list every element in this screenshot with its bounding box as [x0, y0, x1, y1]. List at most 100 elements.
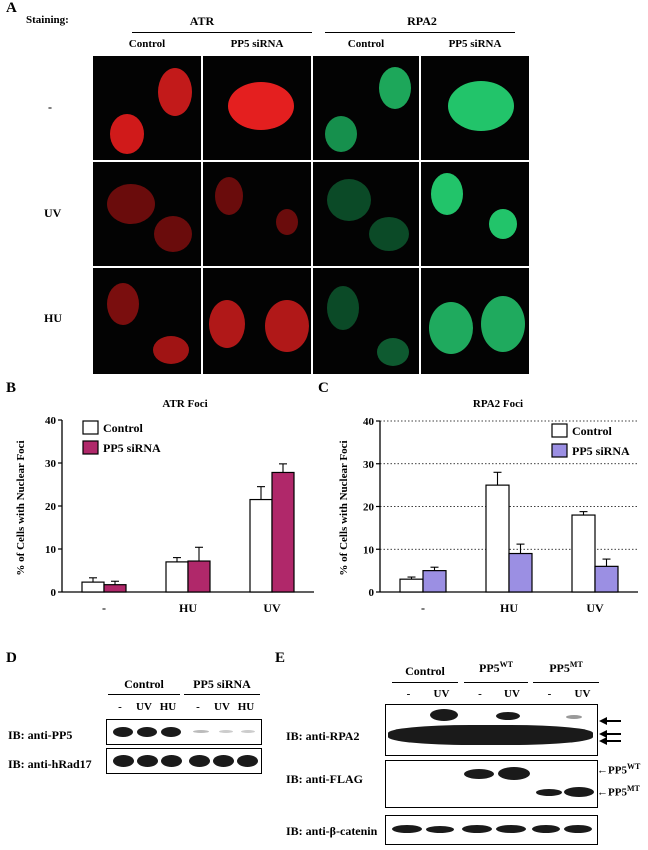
chart-c-ytick: 40 [363, 416, 375, 428]
e-group-control: Control [405, 664, 445, 678]
d-lane-label: - [196, 701, 200, 713]
bar-pp5-sirna [103, 584, 127, 593]
chart-c-ylabel: % of Cells with Nuclear Foci [338, 440, 350, 575]
chart-b-ylabel: % of Cells with Nuclear Foci [15, 440, 27, 575]
e-group-line-pp5mt [533, 682, 599, 683]
e-blot-label-rpa2: IB: anti-RPA2 [286, 729, 360, 743]
nuclei-atr-ctrl-uv [107, 184, 192, 252]
chart-b-svg: ATR Foci % of Cells with Nuclear Foci 0 … [15, 398, 314, 615]
bar-control [485, 484, 510, 593]
nuclei-rpa2-ctrl-uv [327, 179, 409, 251]
chart-b-ytick: 20 [45, 501, 57, 513]
panel-a-label: A [6, 0, 17, 16]
band [430, 709, 458, 721]
nuclei-atr-ctrl-untreated [110, 68, 192, 154]
d-lane-label: HU [237, 701, 255, 713]
band [241, 730, 255, 733]
bar-control [571, 514, 596, 593]
micrograph-atr-control-uv [93, 162, 201, 266]
nuclei-rpa2-pp5-untreated [448, 81, 514, 131]
micrograph-rpa2-control-untreated [313, 56, 419, 160]
group-line-rpa2 [325, 32, 515, 33]
nuclei-rpa2-pp5-hu [429, 296, 525, 354]
legend-label-control: Control [572, 424, 612, 438]
nuclei-atr-pp5-untreated [228, 82, 294, 130]
band [564, 787, 594, 797]
e-lane-label: UV [433, 688, 450, 700]
band [193, 730, 209, 733]
chart-b-bars [81, 463, 295, 593]
d-blot-label-pp5: IB: anti-PP5 [8, 728, 73, 742]
e-blot-flag [385, 760, 598, 808]
e-marker-pp5wt: ←PP5WT [597, 762, 640, 777]
arrow-left-icon: ← [597, 786, 608, 799]
band [496, 712, 520, 720]
e-group-pp5wt-sup: WT [499, 660, 513, 669]
chart-c-title: RPA2 Foci [473, 398, 523, 410]
chart-c-svg: RPA2 Foci % of Cells with Nuclear Foci 0… [338, 398, 638, 615]
chart-b-ytick: 40 [45, 415, 57, 427]
legend-swatch-pp5 [82, 440, 99, 455]
legend-label-pp5: PP5 siRNA [572, 444, 630, 458]
band [564, 825, 592, 833]
chart-c-ytick: 0 [369, 587, 375, 599]
chart-c-tick-labels: 0 10 20 30 40 - HU UV [363, 416, 604, 615]
d-lane-label: UV [136, 701, 152, 713]
micrograph-rpa2-pp5-hu [421, 268, 529, 374]
e-blot-rpa2 [385, 704, 598, 756]
chart-c-category: HU [500, 601, 518, 615]
group-label-atr: ATR [189, 14, 215, 28]
e-marker-pp5wt-sup: WT [626, 762, 641, 771]
e-blot-label-catenin: IB: anti-β-catenin [286, 824, 378, 838]
d-group-control: Control [124, 677, 164, 691]
micrograph-rpa2-control-uv [313, 162, 419, 266]
arrow-left-icon [599, 717, 621, 725]
e-marker-pp5mt: ←PP5MT [597, 784, 640, 799]
panel-b-label: B [6, 380, 17, 396]
legend-swatch-pp5 [551, 443, 568, 458]
e-lane-label: UV [504, 688, 520, 700]
band [189, 755, 210, 767]
e-group-pp5mt-name: PP5 [549, 661, 570, 675]
micrograph-rpa2-control-hu [313, 268, 419, 374]
arrow-left-icon [599, 737, 621, 745]
band [392, 825, 422, 833]
band [566, 715, 582, 719]
e-marker-pp5mt-name: PP5 [608, 786, 627, 799]
e-blot-label-flag: IB: anti-FLAG [286, 772, 364, 786]
band [161, 755, 182, 767]
micrograph-atr-pp5-hu [203, 268, 311, 374]
e-rpa2-arrows [599, 717, 621, 745]
micrograph-atr-control-untreated [93, 56, 201, 160]
e-marker-pp5mt-sup: MT [626, 784, 640, 793]
bar-control [81, 581, 105, 593]
e-group-pp5mt-sup: MT [569, 660, 583, 669]
legend-label-control: Control [103, 421, 143, 435]
e-lane-label: - [406, 688, 411, 700]
arrow-left-icon [599, 730, 621, 738]
nuclei-atr-ctrl-hu [107, 283, 189, 364]
staining-label: Staining: [26, 14, 69, 26]
d-group-line-pp5 [184, 694, 260, 695]
group-line-atr [132, 32, 312, 33]
micrograph-rpa2-pp5-untreated [421, 56, 529, 160]
e-lane-label: UV [574, 688, 591, 700]
row-label-uv: UV [44, 206, 62, 220]
panel-d-label: D [6, 650, 17, 666]
arrow-left-icon: ← [597, 764, 608, 777]
chart-c-ytick: 30 [363, 459, 375, 471]
nuclei-rpa2-pp5-uv [431, 173, 517, 239]
e-blot-catenin [385, 815, 598, 845]
chart-b-title: ATR Foci [162, 398, 207, 410]
e-marker-pp5wt-name: PP5 [608, 764, 627, 777]
chart-c-bars [399, 471, 619, 593]
band [388, 725, 593, 745]
chart-c-ytick: 20 [363, 502, 375, 514]
d-blot-label-hrad17: IB: anti-hRad17 [8, 757, 92, 771]
chart-b-ytick: 30 [45, 458, 57, 470]
e-group-pp5wt-name: PP5 [478, 661, 500, 675]
bar-control [165, 561, 189, 593]
chart-b-legend: Control PP5 siRNA [82, 420, 161, 455]
bar-pp5-sirna [422, 570, 447, 593]
band [462, 825, 492, 833]
